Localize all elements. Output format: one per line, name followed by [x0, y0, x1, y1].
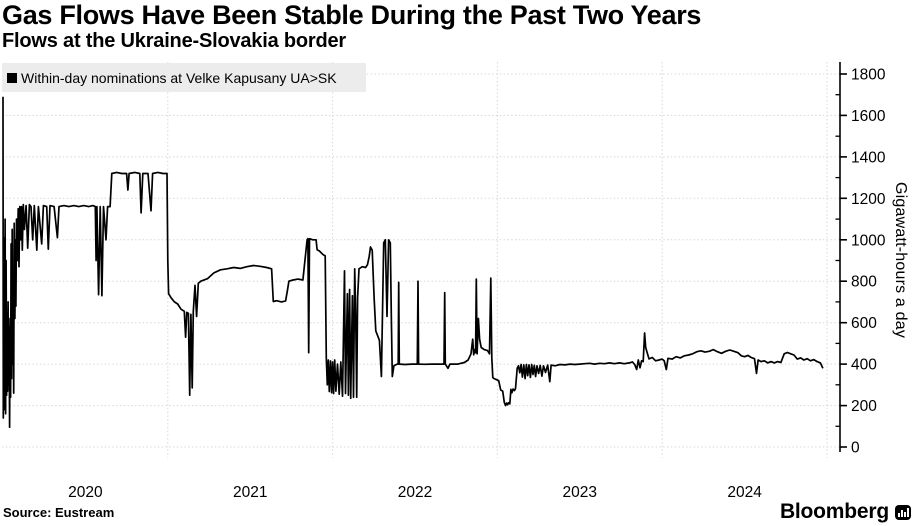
x-axis-tick-label: 2024: [727, 484, 762, 501]
legend: Within-day nominations at Velke Kapusany…: [2, 63, 366, 92]
x-axis-tick-label: 2023: [563, 484, 597, 501]
y-axis-tick-label: 1400: [851, 149, 886, 166]
y-axis-tick-label: 400: [851, 357, 877, 374]
page-title: Gas Flows Have Been Stable During the Pa…: [2, 0, 702, 30]
y-axis-tick-label: 1000: [851, 232, 886, 249]
bloomberg-logo: Bloomberg: [780, 500, 911, 524]
x-axis-tick-label: 2022: [398, 484, 432, 501]
y-axis-tick-label: 0: [851, 440, 860, 457]
bloomberg-wordmark: Bloomberg: [779, 500, 889, 523]
source-note: Source: Eustream: [3, 505, 115, 520]
x-axis-tick-label: 2021: [233, 484, 267, 501]
page-subtitle: Flows at the Ukraine-Slovakia border: [2, 30, 347, 52]
legend-swatch-icon: [7, 72, 17, 83]
y-axis-tick-label: 1200: [851, 191, 886, 208]
flow-series-line: [2, 96, 824, 429]
y-axis-tick-label: 600: [851, 315, 877, 332]
y-axis-tick-label: 1600: [851, 108, 886, 125]
y-axis-tick-label: 800: [851, 274, 877, 291]
y-axis-tick-label: 1800: [851, 67, 886, 84]
y-axis-tick-label: 200: [851, 398, 877, 415]
y-axis-title: Gigawatt-hours a day: [892, 181, 909, 339]
x-axis-tick-label: 2020: [68, 484, 103, 501]
legend-label: Within-day nominations at Velke Kapusany…: [21, 69, 337, 86]
bloomberg-icon: [895, 504, 911, 520]
